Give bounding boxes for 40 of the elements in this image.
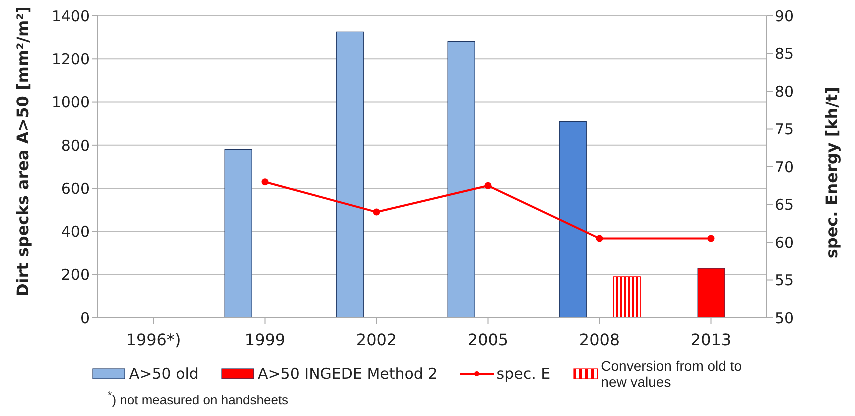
y2-tick-label: 60 <box>775 234 794 252</box>
y-tick-label: 1400 <box>52 7 90 26</box>
y-tick-label: 600 <box>61 180 90 198</box>
point <box>708 235 715 242</box>
y2-tick-label: 90 <box>775 7 794 26</box>
y2-tick-label: 70 <box>775 158 794 176</box>
x-tick-label: 2013 <box>690 330 732 350</box>
y-tick-label: 1000 <box>52 94 90 112</box>
x-tick-label: 1996*) <box>126 330 182 350</box>
bar <box>336 32 364 318</box>
point <box>484 182 492 190</box>
legend-label: spec. E <box>496 365 551 383</box>
text: Conversion from old to new values <box>601 358 743 390</box>
y-tick-label: 400 <box>61 223 90 242</box>
bar <box>559 121 587 318</box>
x-tick-label: 2005 <box>468 330 509 350</box>
legend-label: A>50 old <box>129 365 199 383</box>
text: $^{*}$) not measured on handsheets <box>108 390 290 408</box>
point <box>262 178 269 186</box>
y2-tick-label: 65 <box>775 196 794 214</box>
x-tick-label: 2008 <box>579 330 620 350</box>
y2-tick-label: 55 <box>775 272 794 290</box>
point <box>373 208 380 216</box>
y-tick-label: 200 <box>61 266 90 284</box>
y2-tick-label: 85 <box>775 45 794 64</box>
bar <box>448 42 476 318</box>
legend-label: A>50 INGEDE Method 2 <box>258 365 438 383</box>
bar <box>224 149 252 318</box>
x-tick-label: 1999 <box>244 330 286 350</box>
y-tick-label: 0 <box>80 309 90 328</box>
y2-tick-label: 50 <box>775 309 794 328</box>
y2-axis-title: spec. Energy [kh/t] <box>822 87 842 259</box>
y2-tick-label: 80 <box>775 82 794 101</box>
bar <box>613 276 641 318</box>
y-tick-label: 800 <box>61 136 90 155</box>
bar <box>698 268 726 318</box>
point <box>596 235 604 242</box>
y2-tick-label: 75 <box>775 120 794 139</box>
x-tick-label: 2002 <box>356 330 398 350</box>
y-tick-label: 1200 <box>52 50 90 68</box>
